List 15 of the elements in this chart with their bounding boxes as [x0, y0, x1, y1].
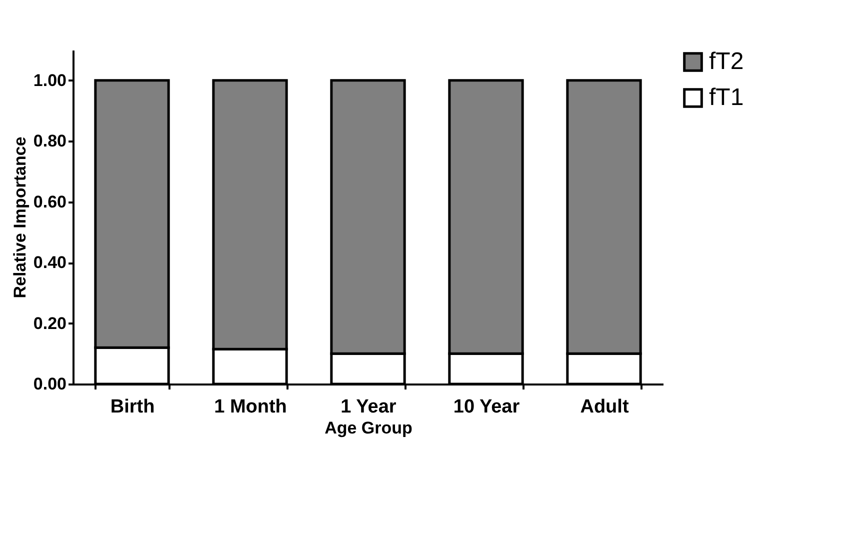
y-tick-label: 0.00	[33, 374, 66, 394]
x-tick-label: 10 Year	[453, 396, 520, 418]
x-tick-label: 1 Year	[340, 396, 397, 418]
legend-label: fT1	[709, 84, 744, 111]
y-tick-label: 0.80	[33, 132, 66, 151]
x-tick-label: 1 Month	[214, 396, 287, 418]
y-axis-title: Relative Importance	[10, 136, 30, 298]
y-tick-label: 0.20	[33, 314, 66, 333]
legend-label: fT2	[709, 48, 744, 75]
x-tick-label: Birth	[110, 396, 155, 418]
y-tick-label: 0.60	[33, 192, 66, 212]
x-axis-title: Age Group	[324, 418, 412, 438]
x-tick-label: Adult	[580, 396, 630, 418]
y-tick-label: 1.00	[33, 70, 66, 90]
y-tick-label: 0.40	[33, 253, 66, 272]
